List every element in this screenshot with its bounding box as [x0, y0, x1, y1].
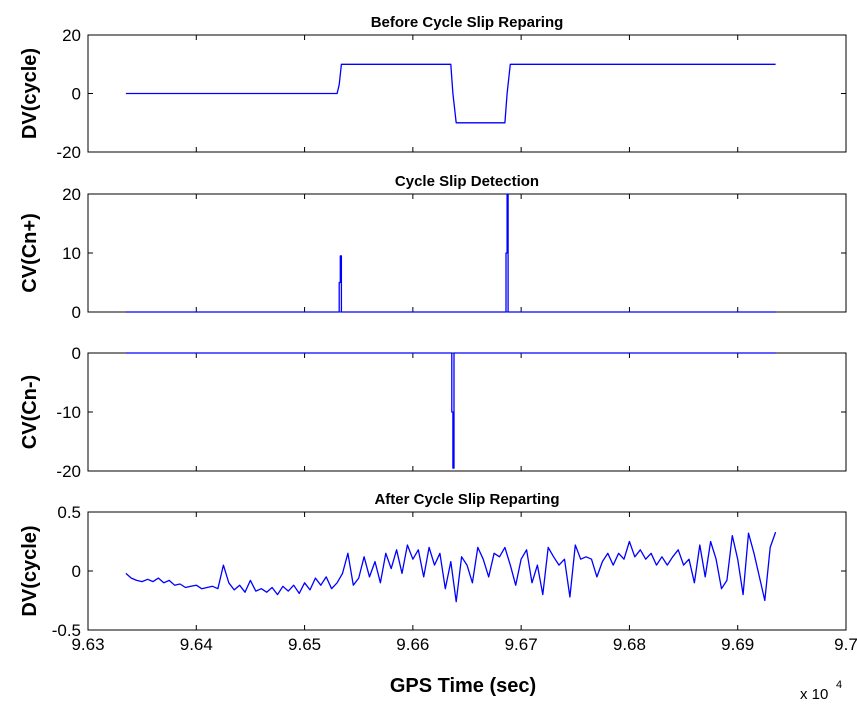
- x-multiplier-exponent: 4: [836, 679, 842, 691]
- y-tick-label: 0: [72, 562, 81, 581]
- subplots: -20 0 20 Before Cycle Slip Reparing DV(cycle…: [19, 14, 857, 654]
- x-tick-label: 9.7: [834, 635, 857, 654]
- x-multiplier: x 10: [800, 686, 828, 703]
- x-tick-label: 9.65: [288, 635, 321, 654]
- y-axis-label: CV(Cn-): [19, 375, 41, 449]
- panel-detect-minus: -20 -10 0 CV(Cn-): [19, 344, 847, 481]
- series-line: [125, 352, 776, 469]
- x-axis-label: GPS Time (sec): [390, 675, 536, 697]
- x-tick-label: 9.64: [180, 635, 213, 654]
- panel-title: Before Cycle Slip Reparing: [371, 14, 564, 31]
- y-tick-label: 10: [62, 244, 81, 263]
- y-tick-label: 0: [72, 303, 81, 322]
- panel-title: After Cycle Slip Reparting: [374, 491, 559, 508]
- panel-detect-plus: 0 10 20 Cycle Slip Detection CV(Cn+): [19, 173, 847, 322]
- y-axis-label: DV(cycle): [19, 48, 41, 139]
- y-axis-label: DV(cycle): [19, 525, 41, 616]
- series-line: [125, 193, 776, 313]
- panel-before: -20 0 20 Before Cycle Slip Reparing DV(cycle…: [19, 14, 847, 162]
- y-tick-label: 0.5: [57, 503, 81, 522]
- y-tick-label: 0: [72, 344, 81, 363]
- axes-box: [87, 511, 847, 631]
- series-line: [125, 531, 777, 603]
- y-tick-label: -10: [56, 403, 81, 422]
- axes-box: [87, 352, 847, 472]
- panel-title: Cycle Slip Detection: [395, 173, 539, 190]
- y-tick-label: -20: [56, 462, 81, 481]
- x-tick-label: 9.68: [613, 635, 646, 654]
- y-tick-label: -0.5: [52, 621, 81, 640]
- x-tick-label: 9.67: [505, 635, 538, 654]
- x-tick-label: 9.66: [396, 635, 429, 654]
- y-tick-label: 20: [62, 26, 81, 45]
- series-line: [125, 63, 776, 124]
- panel-after: -0.5 0 0.5 9.63 9.64 9.65 9.66 9.67 9.68 9.69 9.7 A…: [19, 491, 857, 654]
- axes-box: [87, 193, 847, 313]
- y-tick-label: 20: [62, 185, 81, 204]
- x-tick-label: 9.63: [71, 635, 104, 654]
- y-tick-label: 0: [72, 85, 81, 104]
- y-axis-label: CV(Cn+): [19, 213, 41, 292]
- y-tick-label: -20: [56, 143, 81, 162]
- x-tick-label: 9.69: [721, 635, 754, 654]
